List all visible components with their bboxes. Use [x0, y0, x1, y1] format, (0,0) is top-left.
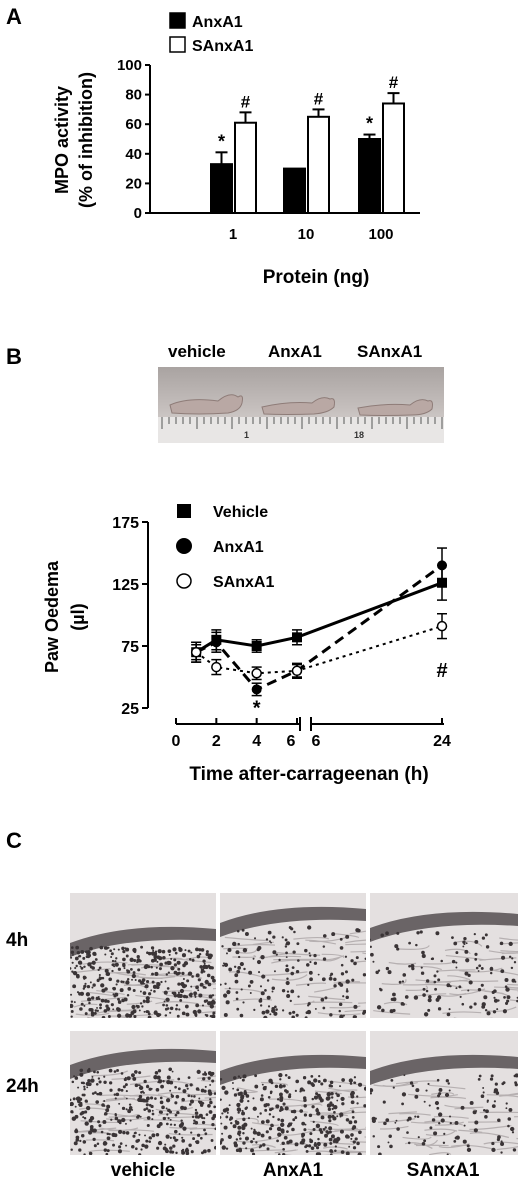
bar-y-label-line2: (% of inhibition) [76, 72, 96, 208]
micrograph-texture [70, 1031, 216, 1155]
line-y-label-line2: (µl) [68, 603, 88, 630]
paw-vehicle [169, 394, 243, 415]
epidermis-band [370, 1054, 518, 1085]
bar-y-tick-label: 20 [125, 175, 142, 192]
epidermis-band [70, 1048, 216, 1079]
epidermis-band [370, 911, 518, 942]
bar-anxa1-1 [210, 163, 233, 215]
paw-photo-art: 1 18 [158, 367, 444, 443]
paw-sanxa1 [357, 399, 433, 416]
micrograph-sanxa1-24h [370, 1031, 518, 1155]
bar-legend-label: AnxA1 [192, 14, 243, 31]
line-x-tick-label: 4 [252, 733, 261, 750]
paw-anxa1 [261, 397, 335, 415]
epidermis-band [70, 926, 216, 957]
col-label-sanxa1: SAnxA1 [406, 1160, 480, 1181]
col-label-anxa1: AnxA1 [262, 1160, 324, 1181]
bar-y-label-line1: MPO activity [52, 86, 72, 194]
line-legend-marker [177, 504, 191, 518]
photo-label-sanxa1: SAnxA1 [357, 342, 423, 361]
micrograph-texture [220, 893, 366, 1018]
bar-y-tick-label: 100 [117, 57, 142, 74]
line-legend-label: SAnxA1 [213, 574, 274, 591]
line-point-sanxa1 [211, 661, 222, 673]
micrograph-texture [220, 1031, 366, 1155]
bar-anxa1-10 [283, 167, 306, 215]
line-point-sanxa1 [190, 646, 202, 658]
line-point-anxa1 [211, 637, 222, 648]
bar-significance-mark: * [218, 131, 225, 151]
line-y-tick-label: 125 [112, 577, 139, 594]
bar-legend-swatch [169, 36, 186, 53]
panel-letter-a: A [6, 4, 22, 29]
line-point-sanxa1 [291, 665, 303, 677]
micrograph-vehicle-4h [70, 893, 216, 1018]
line-point-anxa1 [437, 560, 447, 571]
line-point-sanxa1 [251, 668, 262, 679]
panel-letter-b: B [6, 344, 22, 369]
line-y-tick-label: 175 [112, 515, 139, 532]
micrograph-vehicle-24h [70, 1031, 216, 1155]
bar-anxa1-100 [358, 138, 381, 214]
bar-sanxa1-100 [382, 102, 405, 214]
line-point-vehicle [292, 632, 302, 643]
bar-y-tick-label: 80 [125, 87, 142, 104]
col-label-vehicle: vehicle [110, 1160, 176, 1181]
line-x-tick-label: 6 [312, 733, 321, 750]
bar-significance-mark: # [241, 92, 251, 111]
line-legend-marker [176, 538, 192, 554]
bar-y-tick-label: 40 [125, 146, 142, 163]
bar-sanxa1-10 [307, 115, 330, 214]
line-legend-marker [176, 573, 192, 589]
photo-label-vehicle: vehicle [168, 342, 226, 361]
row-label-4h: 4h [6, 930, 29, 951]
line-x-tick-label: 2 [212, 733, 221, 750]
micrograph-anxa1-4h [220, 893, 366, 1018]
epidermis-band [220, 1054, 366, 1085]
bar-y-tick-label: 0 [134, 205, 142, 222]
bar-significance-mark: # [389, 73, 399, 92]
line-significance-mark: # [436, 660, 447, 682]
line-x-label: Time after-carrageenan (h) [189, 764, 428, 785]
epidermis-band [220, 906, 366, 937]
line-point-vehicle [251, 641, 262, 651]
line-x-tick-label: 6 [287, 733, 296, 750]
bar-x-label: Protein (ng) [263, 267, 370, 288]
bar-legend-swatch [169, 12, 186, 29]
line-legend-label: Vehicle [213, 504, 268, 521]
bar-x-tick-label: 10 [298, 226, 315, 243]
micrograph-texture [70, 893, 216, 1018]
panel-letter-c: C [6, 828, 22, 853]
micrograph-texture [370, 1031, 518, 1155]
paw-photo: 1 18 [158, 367, 444, 443]
bar-x-tick-label: 1 [229, 226, 237, 243]
bar-legend-label: SAnxA1 [192, 38, 253, 55]
bar-sanxa1-1 [234, 121, 257, 214]
line-x-tick-label: 24 [433, 733, 451, 750]
line-point-sanxa1 [436, 620, 448, 632]
line-series-sanxa1 [195, 625, 443, 675]
mpo-bar-chart: 0 20 40 60 80 100 MPO activity (% of inhibition… [52, 12, 420, 288]
line-legend-label: AnxA1 [213, 539, 264, 556]
row-label-24h: 24h [6, 1076, 39, 1097]
micrograph-texture [370, 893, 518, 1018]
micrograph-anxa1-24h [220, 1031, 366, 1155]
ruler-mark-18: 18 [354, 430, 364, 440]
bar-significance-mark: * [366, 114, 373, 134]
bar-significance-mark: # [314, 89, 324, 108]
line-point-anxa1 [251, 684, 262, 695]
line-x-tick-label: 0 [172, 733, 181, 750]
line-y-tick-label: 75 [121, 639, 139, 656]
micrograph-sanxa1-4h [370, 893, 518, 1018]
line-y-tick-label: 25 [121, 701, 139, 718]
bar-y-tick-label: 60 [125, 116, 142, 133]
line-significance-mark: * [253, 697, 261, 719]
bar-x-tick-label: 100 [368, 226, 393, 243]
line-y-label-line1: Paw Oedema [42, 560, 62, 673]
photo-label-anxa1: AnxA1 [268, 342, 322, 361]
ruler-mark-1: 1 [244, 430, 249, 440]
